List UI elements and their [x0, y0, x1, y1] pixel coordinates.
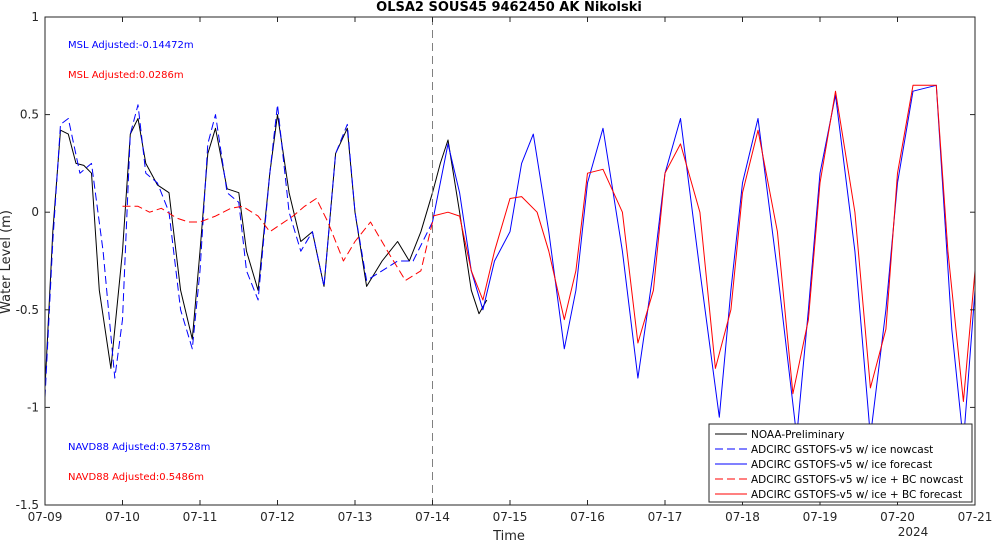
- series-line-5: [432, 84, 976, 402]
- y-tick-label: 1: [31, 10, 39, 24]
- legend-label: ADCIRC GSTOFS-v5 w/ ice forecast: [751, 459, 932, 471]
- y-tick-label: 0: [31, 205, 39, 219]
- x-tick-label: 07-11: [183, 510, 218, 524]
- x-tick-label: 07-15: [493, 510, 528, 524]
- x-tick-label: 07-19: [803, 510, 838, 524]
- x-axis-title: Time: [492, 529, 525, 541]
- x-year-label: 2024: [898, 525, 929, 539]
- x-tick-label: 07-12: [260, 510, 295, 524]
- x-tick-label: 07-21: [958, 510, 992, 524]
- navd88-adjusted-ice-annotation: NAVD88 Adjusted:0.37528m: [68, 442, 210, 453]
- x-tick-label: 07-09: [28, 510, 63, 524]
- x-tick-label: 07-10: [105, 510, 140, 524]
- legend: NOAA-Preliminary ADCIRC GSTOFS-v5 w/ ice …: [708, 423, 973, 503]
- series-line-2: [44, 104, 433, 398]
- x-tick-label: 07-13: [338, 510, 373, 524]
- tick-labels: 07-09 07-10 07-11 07-12 07-13 07-14 07-15 07-16…: [16, 10, 992, 539]
- y-tick-label: -1.5: [16, 498, 39, 512]
- x-tick-label: 07-20: [880, 510, 915, 524]
- series-line-3: [432, 84, 976, 443]
- x-tick-label: 07-17: [648, 510, 683, 524]
- series-layer: [44, 17, 976, 505]
- navd88-adjusted-bc-annotation: NAVD88 Adjusted:0.5486m: [68, 472, 204, 483]
- legend-label: ADCIRC GSTOFS-v5 w/ ice + BC forecast: [751, 489, 962, 501]
- series-line-1: [44, 114, 488, 388]
- legend-label: NOAA-Preliminary: [751, 429, 844, 441]
- legend-label: ADCIRC GSTOFS-v5 w/ ice + BC nowcast: [751, 474, 963, 486]
- x-tick-label: 07-14: [415, 510, 450, 524]
- y-tick-label: 0.5: [20, 108, 39, 122]
- legend-box: [708, 423, 973, 503]
- axes: [44, 16, 976, 506]
- y-tick-label: -0.5: [16, 303, 39, 317]
- x-tick-label: 07-16: [570, 510, 605, 524]
- msl-adjusted-bc-annotation: MSL Adjusted:0.0286m: [68, 70, 184, 81]
- legend-label: ADCIRC GSTOFS-v5 w/ ice nowcast: [751, 444, 933, 456]
- msl-adjusted-ice-annotation: MSL Adjusted:-0.14472m: [68, 40, 194, 51]
- chart-title: OLSA2 SOUS45 9462450 AK Nikolski: [376, 0, 642, 15]
- series-line-4: [122, 198, 433, 281]
- y-tick-label: -1: [27, 400, 39, 414]
- y-axis-title: Water Level (m): [0, 210, 14, 314]
- x-tick-label: 07-18: [725, 510, 760, 524]
